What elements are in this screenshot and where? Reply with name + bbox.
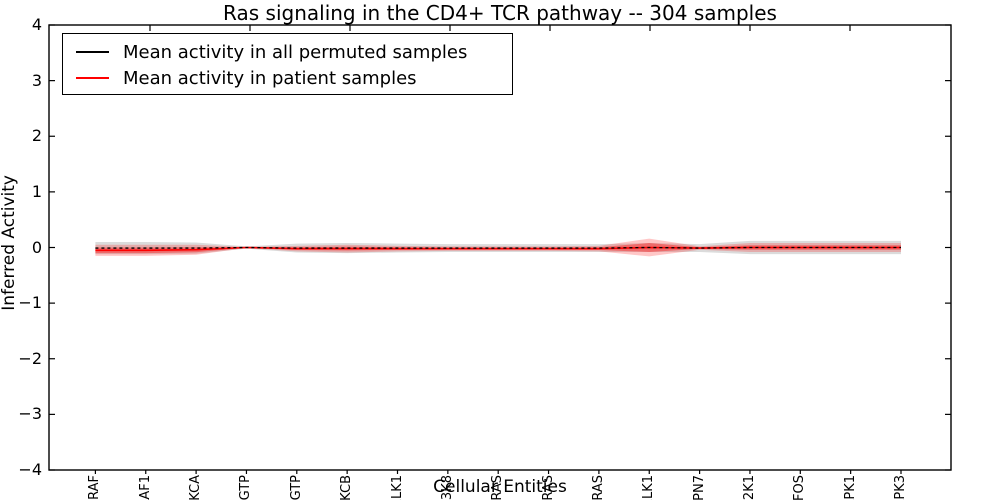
- chart-title: Ras signaling in the CD4+ TCR pathway --…: [223, 1, 777, 25]
- x-axis-entity-label: RAS family/GTP: [289, 475, 305, 500]
- x-axis-entity-label: PTPN7: [691, 475, 707, 500]
- y-axis-tick-label: 4: [31, 15, 42, 34]
- x-axis-entity-label: PRKCA: [188, 475, 204, 500]
- x-axis-entity-label: MAP3K8: [440, 475, 456, 500]
- legend-label: Mean activity in patient samples: [123, 67, 417, 89]
- legend-row: Mean activity in patient samples: [63, 65, 512, 91]
- legend-line-sample: [76, 51, 109, 53]
- legend-label: Mean activity in all permuted samples: [123, 41, 468, 63]
- x-axis-entity-label: HRAS: [490, 475, 506, 500]
- x-axis-entity-label: FOS: [792, 475, 808, 500]
- y-axis-tick-label: −3: [18, 404, 42, 424]
- x-axis-entity-label: MAPK1: [842, 475, 858, 500]
- y-axis-tick-label: 3: [31, 70, 42, 90]
- y-axis-tick-label: −4: [18, 460, 42, 479]
- x-axis-entity-label: ELK1: [389, 475, 405, 500]
- legend-row: Mean activity in all permuted samples: [63, 39, 512, 65]
- x-axis-entity-label: RAF1: [137, 475, 153, 500]
- x-axis-entity-label: mol:GTP: [238, 475, 254, 500]
- permuted-mean-line: [95, 246, 901, 249]
- x-axis-entity-label: MAPK3: [893, 475, 908, 500]
- x-axis-entity-label: PRKCB: [339, 475, 355, 500]
- y-axis-tick-label: −2: [18, 348, 42, 368]
- x-axis-entity-label: MAP2K1: [742, 475, 758, 500]
- x-axis-entity-label: NRAS: [590, 475, 606, 500]
- y-axis-tick-label: 0: [31, 237, 42, 257]
- legend-line-sample: [76, 77, 109, 79]
- x-axis-entity-label: ERK1-2/ELK1: [641, 475, 657, 500]
- y-axis-tick-label: −1: [18, 293, 42, 313]
- legend: Mean activity in all permuted samples Mea…: [62, 33, 513, 95]
- x-axis-entity-label: BRAF: [87, 475, 103, 500]
- y-axis-tick-label: 1: [31, 181, 42, 201]
- y-axis-tick-label: 2: [31, 126, 42, 146]
- x-axis-title: Cellular Entities: [433, 477, 567, 497]
- x-axis-entity-label: KRAS: [540, 475, 556, 500]
